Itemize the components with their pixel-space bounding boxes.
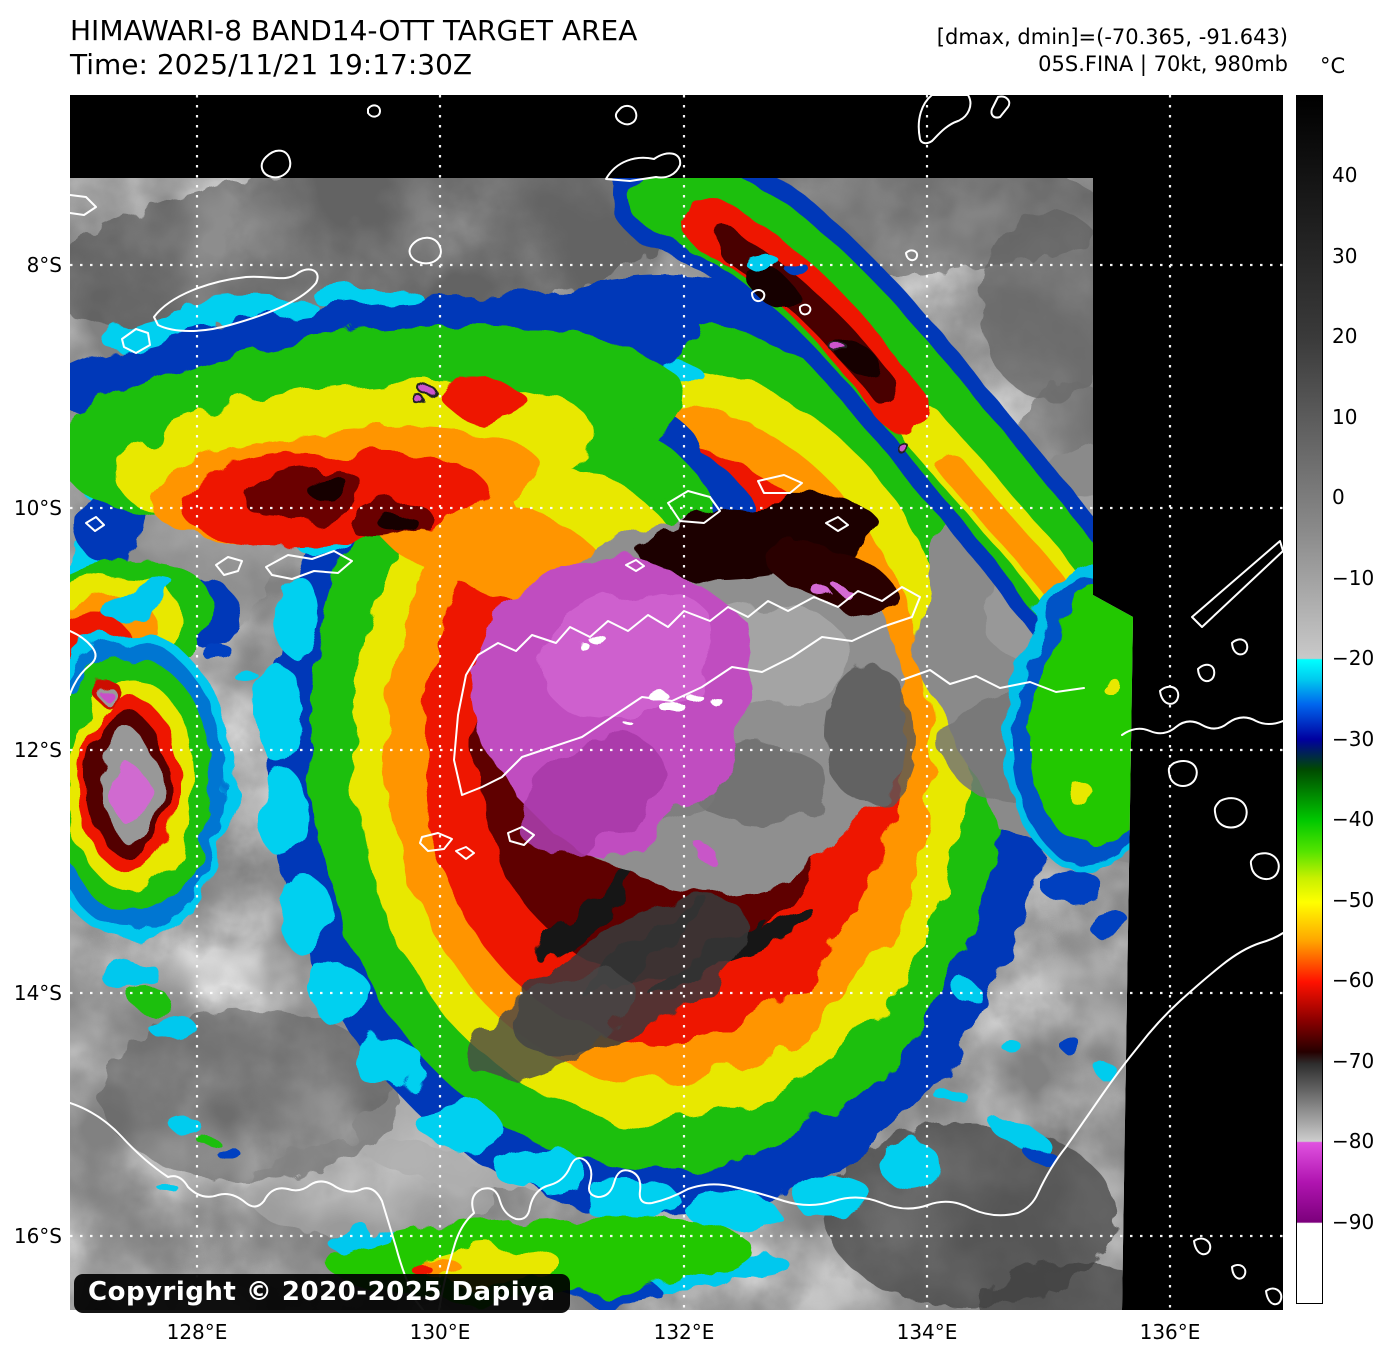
satellite-map bbox=[70, 95, 1283, 1310]
cold-fringe-speckles bbox=[258, 515, 940, 1230]
longitude-label: 130°E bbox=[409, 1320, 471, 1344]
top-band-islands bbox=[260, 104, 638, 265]
australia-coastline bbox=[70, 1102, 424, 1310]
colorbar-tick-label: −20 bbox=[1332, 646, 1375, 671]
storm-info: 05S.FINA | 70kt, 980mb bbox=[1038, 52, 1288, 76]
southeast-convection bbox=[1003, 560, 1133, 939]
dmax-dmin-readout: [dmax, dmin]=(-70.365, -91.643) bbox=[936, 25, 1288, 49]
colorbar-tick-label: 0 bbox=[1332, 485, 1345, 510]
longitude-label: 128°E bbox=[166, 1320, 228, 1344]
latlon-grid bbox=[70, 95, 1283, 1310]
colorbar-tick-label: −90 bbox=[1332, 1209, 1375, 1234]
colorbar-tick-label: −40 bbox=[1332, 807, 1375, 832]
latitude-label: 14°S bbox=[13, 981, 62, 1005]
kimberley-coastline bbox=[1121, 716, 1283, 736]
colorbar-tick-label: −60 bbox=[1332, 968, 1375, 993]
timor-coastline bbox=[453, 586, 921, 796]
coastlines bbox=[70, 95, 1283, 1310]
satellite-image bbox=[70, 95, 1283, 1310]
colorbar-tick-label: −70 bbox=[1332, 1048, 1375, 1073]
header: HIMAWARI-8 BAND14-OTT TARGET AREA Time: … bbox=[70, 14, 637, 82]
sulawesi-arm bbox=[917, 95, 1011, 145]
northwest-islands bbox=[85, 328, 353, 580]
latitude-label: 8°S bbox=[26, 253, 62, 277]
page-title: HIMAWARI-8 BAND14-OTT TARGET AREA bbox=[70, 14, 638, 47]
annotation: [dmax, dmin]=(-70.365, -91.643) 05S.FINA… bbox=[937, 24, 1288, 78]
latitude-label: 16°S bbox=[13, 1224, 62, 1248]
colorbar-tick-label: 20 bbox=[1332, 324, 1358, 349]
western-mini-storm bbox=[70, 559, 232, 1037]
colorbar-tick-label: −10 bbox=[1332, 565, 1375, 590]
latitude-label: 10°S bbox=[13, 496, 62, 520]
scattered-showers bbox=[155, 252, 1117, 1190]
longitude-label: 132°E bbox=[653, 1320, 715, 1344]
colorbar-unit-label: °C bbox=[1320, 54, 1346, 78]
colorbar bbox=[1296, 95, 1323, 1304]
wetar-islands bbox=[625, 474, 849, 572]
timestamp: Time: 2025/11/21 19:17:30Z bbox=[70, 48, 473, 81]
latitude-label: 12°S bbox=[13, 738, 62, 762]
colorbar-tick-label: 10 bbox=[1332, 404, 1358, 429]
south-eyewall-dark-streaks bbox=[469, 871, 820, 1082]
longitude-label: 136°E bbox=[1139, 1320, 1201, 1344]
colorbar-tick-label: −80 bbox=[1332, 1129, 1375, 1154]
longitude-label: 134°E bbox=[896, 1320, 958, 1344]
copyright-badge: Copyright © 2020-2025 Dapiya bbox=[74, 1274, 570, 1313]
island-chain-east bbox=[901, 669, 1085, 693]
colorbar-tick-label: 30 bbox=[1332, 243, 1358, 268]
colorbar-tick-label: 40 bbox=[1332, 163, 1358, 188]
colorbar-tick-label: −30 bbox=[1332, 726, 1375, 751]
embedded-cold-specks bbox=[416, 346, 907, 450]
northern-rainband bbox=[70, 286, 748, 650]
colorbar-tick-label: −50 bbox=[1332, 887, 1375, 912]
overshooting-tops-white bbox=[580, 635, 716, 728]
